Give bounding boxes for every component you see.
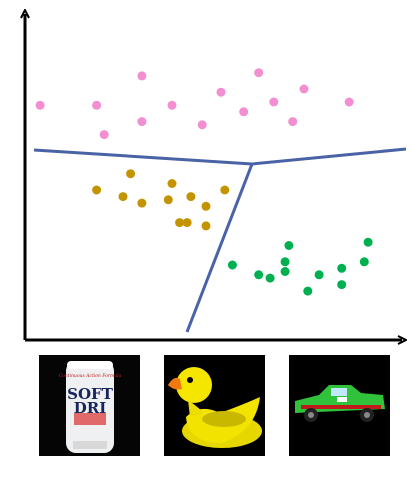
point-top-13 — [344, 97, 354, 107]
point-left-5 — [167, 179, 177, 188]
point-right-9 — [337, 263, 347, 273]
deodorant-brand-line2: DRI — [74, 399, 107, 417]
point-top-5 — [167, 100, 177, 110]
point-right-0 — [227, 260, 237, 270]
point-left-11 — [201, 221, 211, 231]
boundary-diagonal — [185, 163, 254, 333]
point-right-8 — [337, 280, 347, 290]
deodorant-brand-line1: SOFT — [67, 385, 114, 403]
point-top-3 — [137, 71, 147, 81]
toy-car-image — [289, 355, 390, 456]
point-top-6 — [197, 120, 207, 130]
point-right-5 — [284, 241, 294, 250]
thumbnail-deodorant: Continuous Action Formula SOFT DRI — [39, 355, 140, 456]
point-right-3 — [280, 267, 290, 276]
point-top-12 — [299, 84, 309, 94]
point-left-0 — [92, 185, 102, 195]
point-top-2 — [99, 130, 109, 140]
point-top-4 — [137, 117, 147, 127]
point-right-6 — [303, 286, 313, 296]
point-right-10 — [359, 257, 369, 267]
point-top-8 — [239, 107, 249, 117]
thumbnail-car — [289, 355, 390, 456]
classification-diagram — [0, 0, 412, 350]
point-left-8 — [186, 192, 196, 202]
point-right-4 — [280, 257, 290, 267]
point-left-4 — [163, 195, 173, 205]
deodorant-tagline: Continuous Action Formula — [59, 373, 122, 379]
rubber-duck-image — [164, 355, 265, 456]
point-left-6 — [175, 218, 185, 228]
point-top-0 — [35, 100, 45, 110]
point-top-7 — [216, 87, 226, 97]
point-left-7 — [182, 218, 192, 228]
boundary-top — [33, 147, 407, 166]
point-right-2 — [265, 273, 275, 283]
point-left-2 — [126, 169, 136, 179]
deodorant-stick-image: Continuous Action Formula SOFT DRI — [39, 355, 140, 456]
point-top-1 — [92, 100, 102, 110]
point-left-10 — [220, 185, 230, 195]
point-top-10 — [269, 97, 279, 107]
point-right-7 — [314, 270, 324, 280]
point-left-9 — [201, 201, 211, 211]
point-left-3 — [137, 198, 147, 208]
thumbnail-duck — [164, 355, 265, 456]
point-top-9 — [254, 68, 264, 78]
point-right-11 — [363, 237, 373, 247]
point-left-1 — [118, 192, 128, 202]
data-points — [35, 68, 373, 296]
point-top-11 — [288, 117, 298, 127]
point-right-1 — [254, 270, 264, 280]
